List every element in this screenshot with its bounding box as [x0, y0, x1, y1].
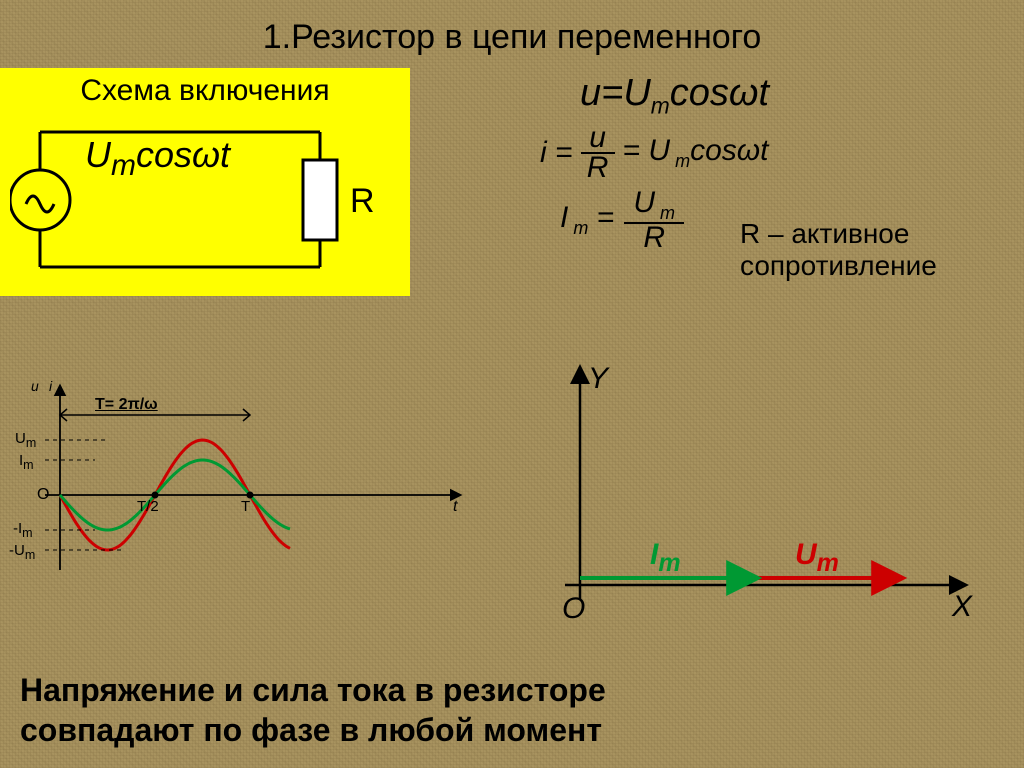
- note2: сопротивление: [740, 250, 937, 282]
- eq3-num: U m: [633, 189, 675, 222]
- page-title: 1.Резистор в цепи переменного: [0, 0, 1024, 57]
- eq2-num: u: [589, 124, 606, 153]
- Um-vec-label: Um: [795, 538, 839, 578]
- period-label: T= 2π/ω: [95, 396, 158, 414]
- full-T: T: [241, 498, 250, 515]
- conclusion-text: Напряжение и сила тока в резисторе совпа…: [20, 670, 606, 750]
- eq2-left: i =: [540, 136, 573, 170]
- wave-O: O: [37, 486, 49, 504]
- note1: R – активное: [740, 218, 937, 250]
- eq3-den: R: [643, 224, 665, 253]
- X-label: X: [952, 590, 972, 624]
- eq2-den: R: [587, 154, 609, 183]
- Im-neg: -Im: [13, 520, 33, 540]
- Um-pos: Um: [15, 430, 36, 450]
- source-label: Umcosωt: [85, 134, 230, 183]
- wave-plot: u i t O T= 2π/ω Um Im -Im -Um T/2 T: [5, 380, 475, 580]
- half-T: T/2: [137, 498, 159, 515]
- resistor-label: R: [350, 182, 375, 220]
- Um-neg: -Um: [9, 542, 35, 562]
- bottom-line1: Напряжение и сила тока в резисторе: [20, 670, 606, 710]
- wave-i-axis: i: [49, 378, 52, 394]
- Y-label: Y: [588, 362, 608, 396]
- phasor-svg: [520, 360, 980, 640]
- Im-vec-label: Im: [650, 538, 681, 578]
- Im-pos: Im: [19, 452, 34, 472]
- wave-t-axis: t: [453, 498, 457, 516]
- schema-caption: Схема включения: [10, 74, 400, 108]
- eq3-left: I m =: [560, 201, 614, 239]
- wave-u-axis: u: [31, 378, 39, 394]
- O-label: O: [562, 592, 585, 626]
- phasor-diagram: Y X O Im Um: [520, 360, 980, 640]
- wave-svg: [5, 380, 475, 580]
- resistance-note: R – активное сопротивление: [740, 218, 937, 282]
- bottom-line2: совпадают по фазе в любой момент: [20, 710, 606, 750]
- eq1: u=Umcosωt: [580, 72, 1010, 120]
- circuit-schema: Схема включения R Umcosωt: [0, 68, 410, 296]
- eq2-right: = U mcosωt: [623, 134, 769, 172]
